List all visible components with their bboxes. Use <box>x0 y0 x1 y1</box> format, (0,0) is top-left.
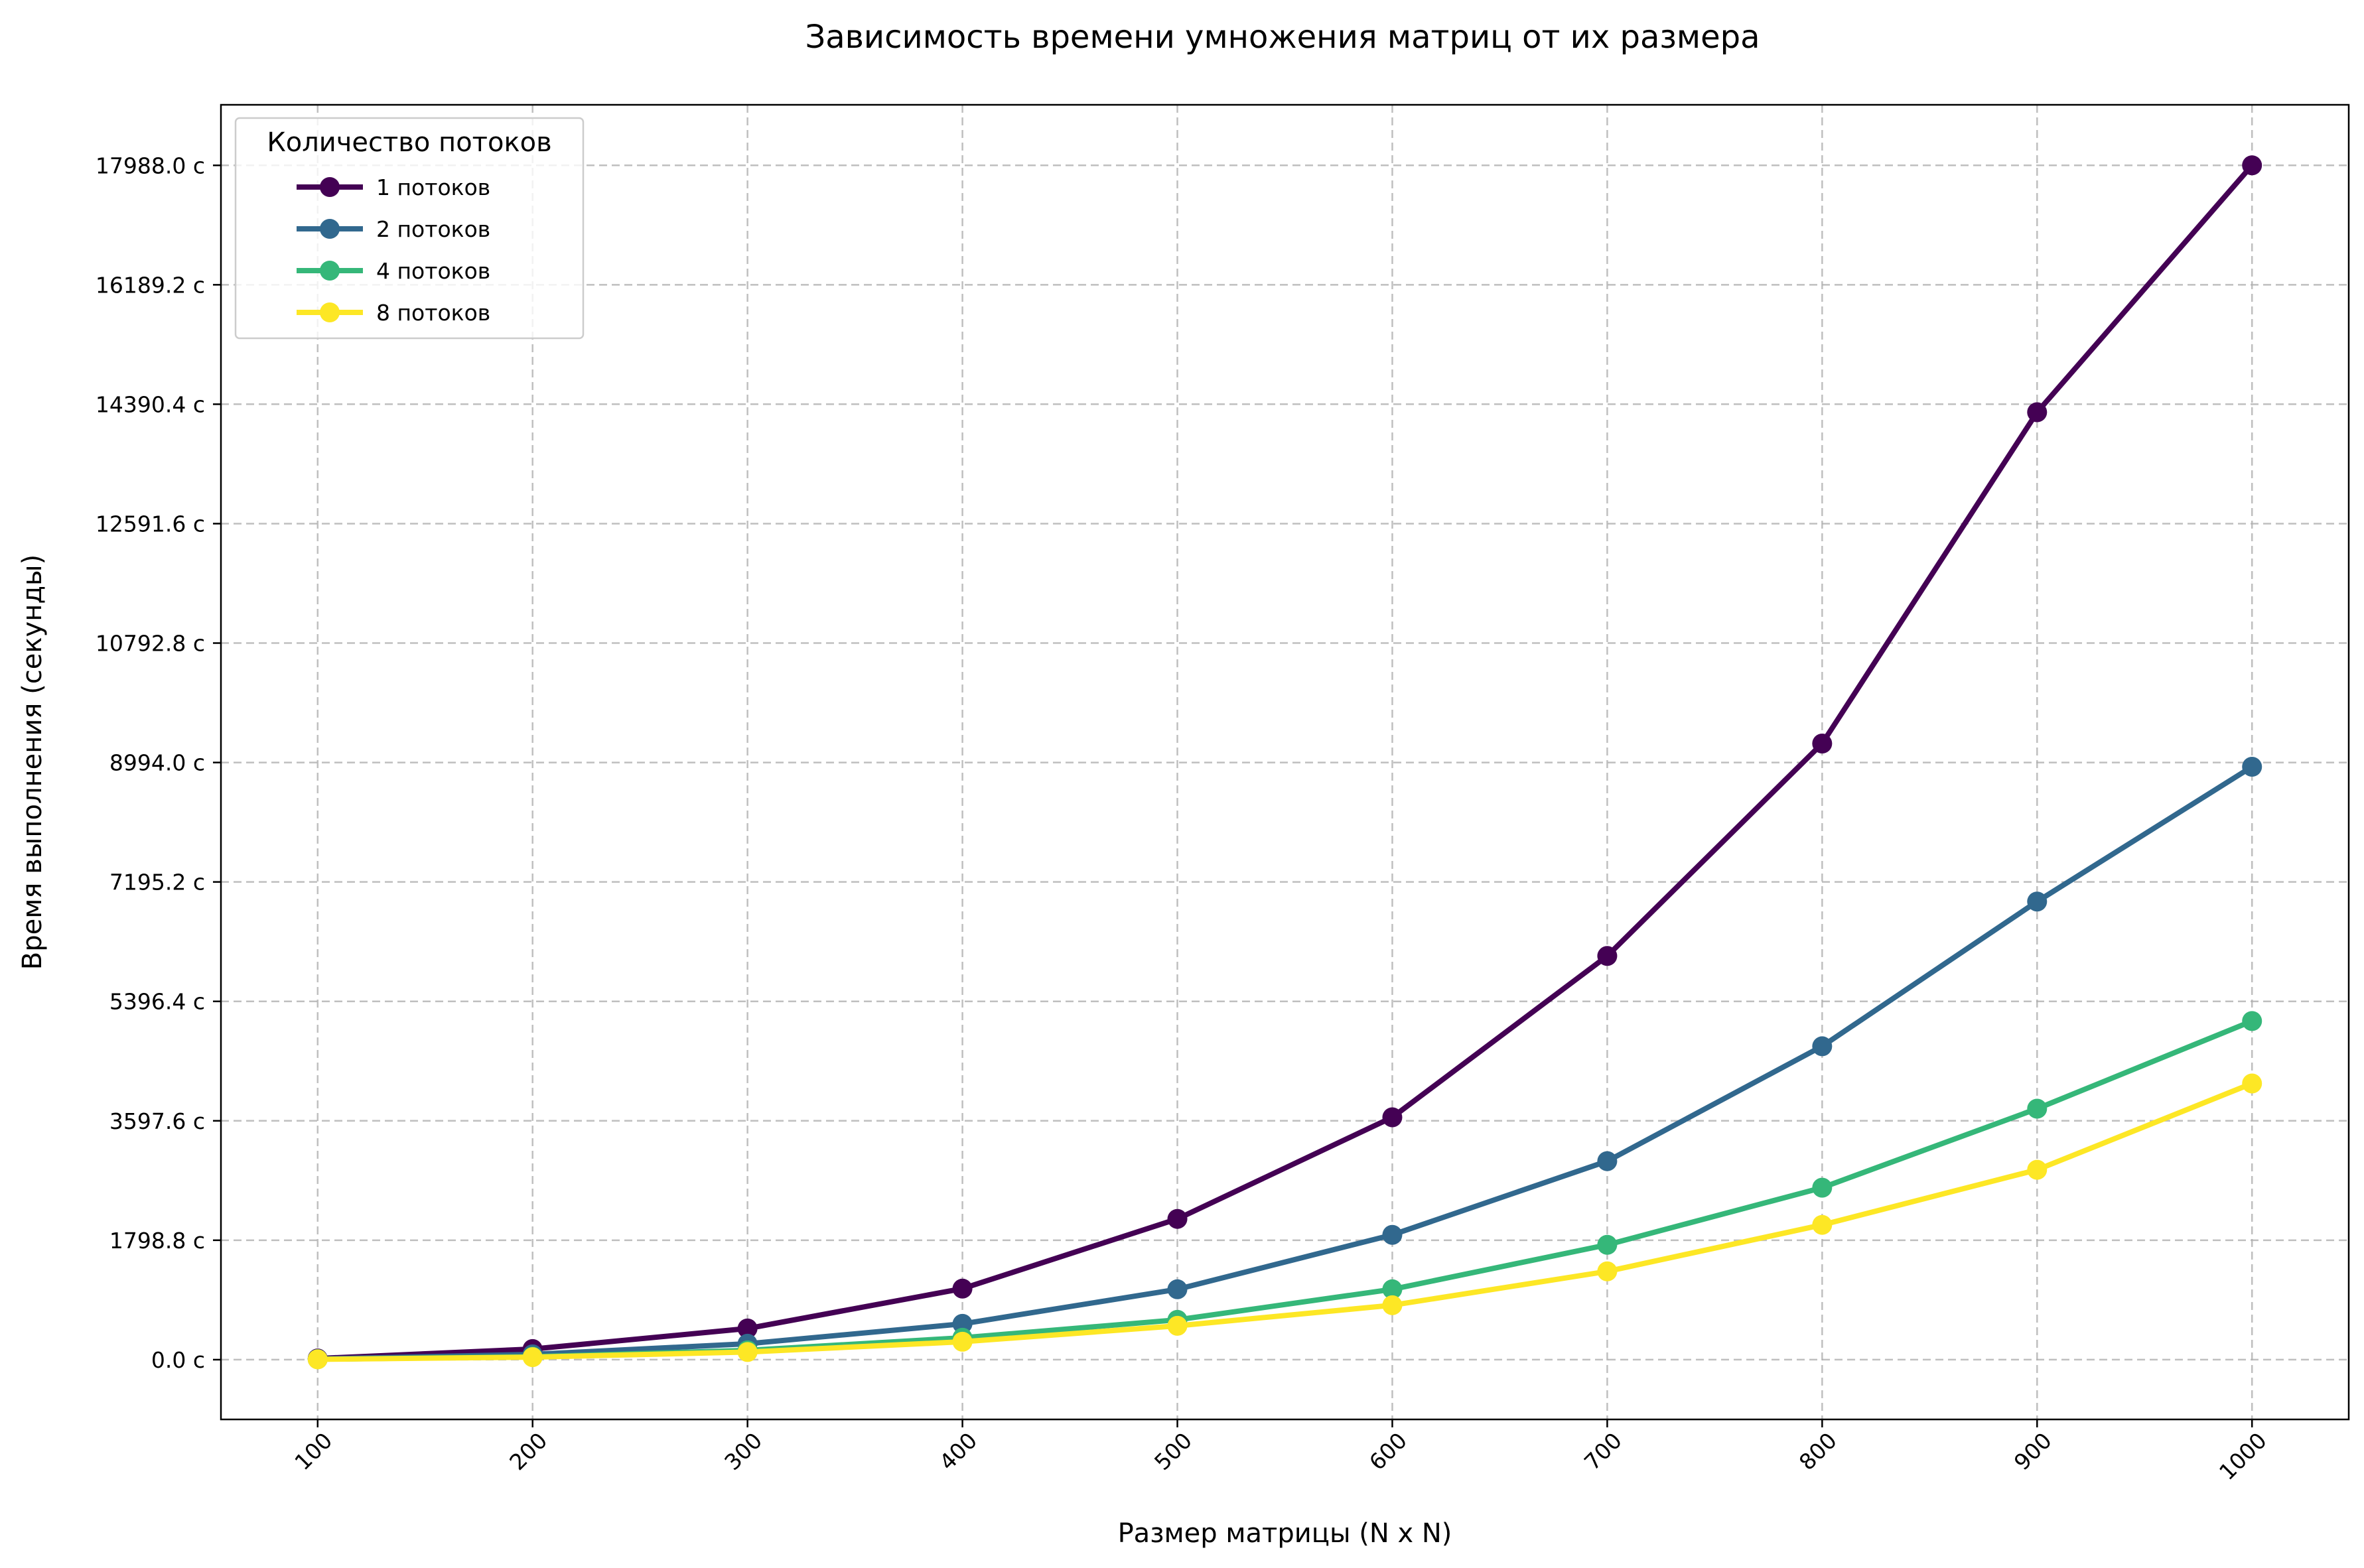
data-point <box>1167 1315 1188 1336</box>
y-tick-label: 1798.8 с <box>109 1228 205 1254</box>
data-point <box>1597 1261 1618 1281</box>
data-point <box>1597 946 1618 966</box>
data-point <box>1382 1224 1403 1245</box>
legend-label: 4 потоков <box>376 258 490 284</box>
legend-item: 1 потоков <box>297 174 490 200</box>
series-4 <box>307 1073 2262 1370</box>
y-tick-label: 3597.6 с <box>109 1108 205 1134</box>
data-point <box>2242 757 2262 777</box>
legend-marker <box>320 302 340 322</box>
data-point <box>1382 1279 1403 1299</box>
legend-marker <box>320 177 340 197</box>
data-point <box>2027 1159 2048 1180</box>
data-point <box>1382 1295 1403 1315</box>
data-point <box>737 1342 758 1362</box>
x-axis-title: Размер матрицы (N x N) <box>1118 1518 1452 1549</box>
data-point <box>1597 1234 1618 1255</box>
data-point <box>2242 1073 2262 1094</box>
y-tick-label: 12591.6 с <box>96 511 205 537</box>
series-1 <box>307 155 2262 1369</box>
legend-label: 8 потоков <box>376 300 490 326</box>
y-axis: 0.0 с 1798.8 с 3597.6 с 5396.4 с 7195.2 с 899… <box>96 153 221 1373</box>
y-tick-label: 10792.8 с <box>96 631 205 657</box>
data-point <box>2027 891 2048 912</box>
data-point <box>952 1331 973 1352</box>
legend-item: 2 потоков <box>297 216 490 242</box>
chart-title: Зависимость времени умножения матриц от … <box>805 19 1760 56</box>
legend: Количество потоков 1 потоков 2 потоков 4 п… <box>234 117 585 340</box>
legend-title: Количество потоков <box>267 127 551 158</box>
y-tick-label: 8994.0 с <box>109 750 205 776</box>
data-point <box>1167 1209 1188 1229</box>
data-point <box>1167 1279 1188 1299</box>
legend-marker <box>320 261 340 281</box>
data-point <box>307 1349 328 1370</box>
legend-label: 1 потоков <box>376 174 490 200</box>
data-point <box>952 1278 973 1299</box>
data-point <box>737 1318 758 1339</box>
data-point <box>2242 1011 2262 1031</box>
y-tick-label: 14390.4 с <box>96 391 205 417</box>
data-point <box>1812 1214 1833 1235</box>
data-point <box>2027 1098 2048 1119</box>
y-tick-label: 0.0 с <box>151 1347 205 1373</box>
data-point <box>952 1313 973 1334</box>
data-point <box>2242 155 2262 176</box>
data-point <box>1812 733 1833 753</box>
legend-item: 4 потоков <box>297 258 490 284</box>
legend-item: 8 потоков <box>297 300 490 326</box>
data-point <box>1597 1151 1618 1171</box>
series-layer <box>307 155 2262 1370</box>
y-tick-label: 7195.2 с <box>109 870 205 895</box>
data-point <box>522 1347 543 1368</box>
legend-marker <box>320 219 340 239</box>
legend-label: 2 потоков <box>376 216 490 242</box>
series-line <box>314 1080 2255 1362</box>
y-tick-label: 17988.0 с <box>96 153 205 178</box>
series-line <box>314 764 2255 1362</box>
y-tick-label: 5396.4 с <box>109 989 205 1015</box>
y-axis-title: Время выполнения (секунды) <box>17 555 48 970</box>
data-point <box>1382 1107 1403 1128</box>
series-line <box>314 163 2255 1362</box>
data-point <box>2027 402 2048 423</box>
data-point <box>1812 1177 1833 1198</box>
y-tick-label: 16189.2 с <box>96 272 205 298</box>
data-point <box>1812 1036 1833 1057</box>
legend-box <box>234 117 585 340</box>
